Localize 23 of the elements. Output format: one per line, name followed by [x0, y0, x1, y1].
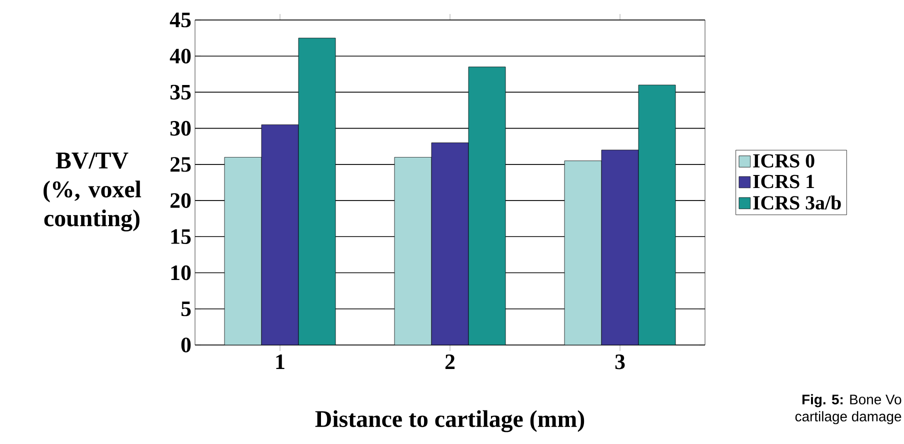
y-tick-label: 15 — [171, 229, 191, 244]
y-tick-label: 25 — [170, 157, 191, 172]
y-tick-label: 20 — [170, 193, 191, 208]
bar — [468, 66, 506, 345]
y-tick-label: 40 — [170, 48, 191, 64]
x-tick-label: 3 — [615, 354, 625, 370]
x-tick-label: 1 — [276, 354, 284, 369]
y-tick-label: 0 — [181, 338, 191, 352]
y-axis-title: BV/TV (%, voxel counting) — [44, 152, 142, 232]
bar — [638, 84, 676, 345]
y-tick-label: 30 — [170, 120, 191, 136]
y-tick-label: 10 — [171, 265, 191, 280]
text: Fig. 5: Bone Vo — [802, 394, 902, 408]
legend-label: ICRS 1 — [753, 174, 814, 188]
x-tick-label: 2 — [445, 354, 455, 370]
y-tick-label: 5 — [181, 302, 191, 316]
legend-label: ICRS 3a/b — [753, 196, 841, 210]
legend-label: ICRS 0 — [753, 154, 814, 168]
x-axis-title: Distance to cartilage (mm) — [315, 410, 584, 432]
y-tick-label: 45 — [170, 12, 191, 28]
y-tick-label: 35 — [170, 84, 191, 100]
bar — [298, 38, 336, 345]
text: cartilage damage — [795, 411, 902, 424]
